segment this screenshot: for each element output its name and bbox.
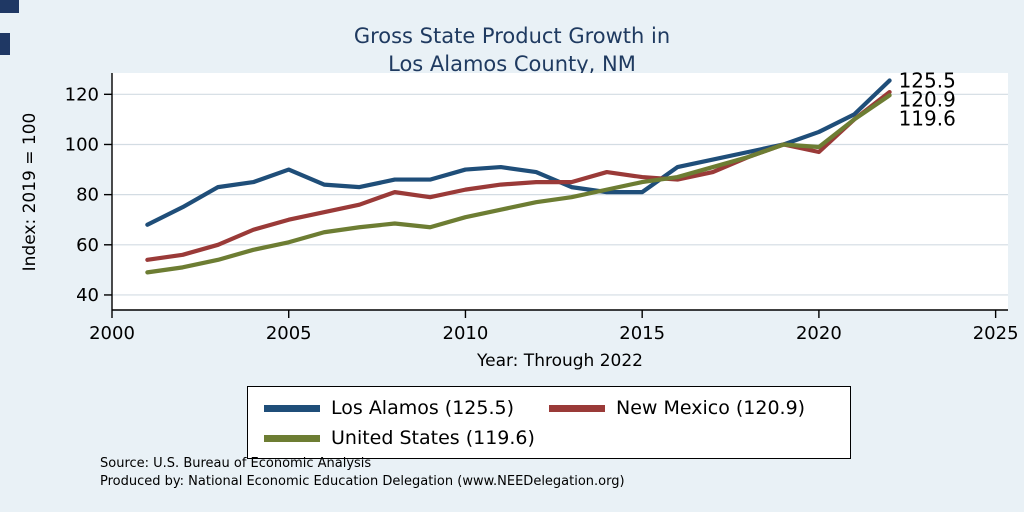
- legend: Los Alamos (125.5) New Mexico (120.9) Un…: [247, 386, 851, 459]
- svg-text:119.6: 119.6: [899, 107, 956, 131]
- svg-text:40: 40: [76, 285, 99, 306]
- footer: Source: U.S. Bureau of Economic Analysis…: [100, 455, 625, 491]
- svg-text:80: 80: [76, 185, 99, 206]
- produced-by-line: Produced by: National Economic Education…: [100, 474, 625, 490]
- decorative-mark-2: [0, 33, 10, 55]
- svg-text:60: 60: [76, 235, 99, 256]
- legend-swatch-united-states: [264, 434, 320, 442]
- legend-label-los-alamos: Los Alamos (125.5): [331, 397, 515, 419]
- svg-text:120: 120: [65, 84, 99, 105]
- svg-text:125.5: 125.5: [899, 69, 956, 93]
- source-line: Source: U.S. Bureau of Economic Analysis: [100, 456, 372, 471]
- decorative-mark-1: [0, 0, 19, 13]
- svg-text:100: 100: [65, 134, 99, 155]
- svg-text:2000: 2000: [89, 323, 135, 344]
- x-axis-label: Year: Through 2022: [476, 351, 643, 371]
- legend-item-los-alamos: Los Alamos (125.5): [264, 397, 549, 420]
- svg-text:120.9: 120.9: [899, 88, 956, 112]
- plot-svg: 40 60 80 100 120 2000 2005 2010 2015 2020 2025 125.…: [65, 69, 1019, 344]
- chart-title: Gross State Product Growth in Los Alamos…: [0, 22, 1024, 79]
- svg-text:2015: 2015: [619, 323, 665, 344]
- legend-swatch-los-alamos: [264, 404, 320, 412]
- legend-item-united-states: United States (119.6): [264, 427, 549, 450]
- legend-swatch-new-mexico: [549, 404, 605, 412]
- svg-text:2025: 2025: [973, 323, 1019, 344]
- legend-item-new-mexico: New Mexico (120.9): [549, 397, 834, 420]
- y-axis-label: Index: 2019 = 100: [20, 112, 40, 272]
- legend-label-new-mexico: New Mexico (120.9): [616, 397, 806, 419]
- svg-text:2010: 2010: [443, 323, 489, 344]
- svg-text:2020: 2020: [796, 323, 842, 344]
- svg-text:2005: 2005: [266, 323, 312, 344]
- chart-title-line2: Los Alamos County, NM: [388, 52, 636, 77]
- legend-label-united-states: United States (119.6): [331, 426, 535, 449]
- chart-title-line1: Gross State Product Growth in: [353, 24, 671, 48]
